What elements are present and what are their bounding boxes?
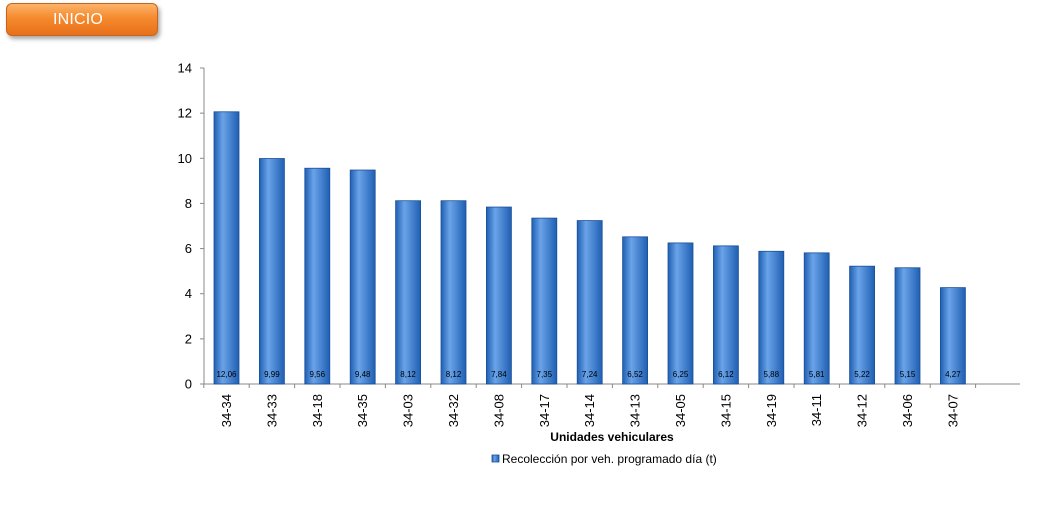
- bar: [713, 245, 739, 385]
- bar: [667, 242, 694, 385]
- bar-value-label: 5,22: [854, 370, 870, 379]
- bar-value-label: 7,24: [582, 370, 598, 379]
- bar-value-label: 9,48: [355, 370, 371, 379]
- bar-value-label: 8,12: [446, 370, 462, 379]
- y-tick-label: 8: [185, 196, 192, 211]
- bar: [803, 252, 830, 385]
- x-tick-label: 34-05: [673, 394, 688, 427]
- bar-value-label: 5,88: [764, 370, 780, 379]
- y-axis: 0 2 4 6 8 10 12 14: [178, 61, 205, 392]
- bar: [531, 217, 558, 385]
- bar: [758, 250, 785, 385]
- bar-value-label: 6,52: [627, 370, 643, 379]
- bar-value-label: 8,12: [400, 370, 416, 379]
- bar: [849, 265, 875, 385]
- x-tick-label: 34-08: [491, 394, 506, 427]
- y-tick-label: 6: [185, 241, 192, 256]
- bar-value-label: 7,35: [537, 370, 553, 379]
- bar: [576, 220, 603, 385]
- bar-value-label: 6,12: [718, 370, 734, 379]
- x-tick-label: 34-03: [401, 394, 416, 427]
- x-tick-label: 34-18: [310, 394, 325, 427]
- bar-value-label: 4,27: [945, 370, 961, 379]
- y-tick-label: 12: [178, 106, 192, 121]
- x-tick-label: 34-32: [446, 394, 461, 427]
- legend: Recolección por veh. programado día (t): [491, 452, 717, 466]
- bar-value-label: 5,81: [809, 370, 825, 379]
- x-tick-label: 34-13: [628, 394, 643, 427]
- x-tick-label: 34-35: [355, 394, 370, 427]
- x-tick-label: 34-12: [855, 394, 870, 427]
- bar-value-label: 9,56: [310, 370, 326, 379]
- bar: [213, 111, 240, 385]
- bar: [258, 158, 285, 385]
- x-tick-label: 34-14: [582, 394, 597, 427]
- bar: [440, 200, 467, 385]
- x-tick-label: 34-11: [809, 394, 824, 426]
- bar-value-label: 7,84: [491, 370, 507, 379]
- x-tick-label: 34-07: [945, 394, 960, 427]
- bar: [349, 169, 376, 385]
- bar: [304, 167, 331, 385]
- bar-value-label: 5,15: [900, 370, 916, 379]
- bar: [940, 287, 966, 385]
- y-tick-label: 14: [178, 61, 192, 76]
- y-tick-label: 4: [185, 286, 192, 301]
- bar: [395, 200, 422, 385]
- x-tick-label: 34-15: [718, 394, 733, 427]
- x-tick-label: 34-06: [900, 394, 915, 427]
- legend-label: Recolección por veh. programado día (t): [502, 452, 717, 466]
- bar: [485, 206, 512, 385]
- bar-value-label: 12,06: [216, 370, 237, 379]
- x-tick-label: 34-33: [264, 394, 279, 427]
- x-tick-label: 34-19: [764, 394, 779, 427]
- bar: [894, 267, 921, 385]
- bar-value-label: 9,99: [264, 370, 280, 379]
- y-tick-label: 10: [178, 151, 192, 166]
- bar: [622, 236, 648, 385]
- data-labels: 12,06 9,99 9,56 9,48 8,12 8,12 7,84 7,35 7,24 6,5…: [216, 370, 961, 379]
- x-tick-labels: 34-34 34-33 34-18 34-35 34-03 34-32 34-08 34-17…: [219, 394, 960, 427]
- x-tick-label: 34-34: [219, 394, 234, 427]
- bars: [213, 111, 966, 385]
- legend-swatch: [491, 454, 500, 463]
- x-axis-title: Unidades vehiculares: [550, 430, 674, 444]
- inicio-button[interactable]: INICIO: [6, 3, 158, 36]
- bar-value-label: 6,25: [673, 370, 689, 379]
- y-tick-label: 2: [185, 331, 192, 346]
- x-tick-label: 34-17: [537, 394, 552, 427]
- x-axis: [203, 383, 1020, 388]
- y-tick-label: 0: [185, 377, 192, 392]
